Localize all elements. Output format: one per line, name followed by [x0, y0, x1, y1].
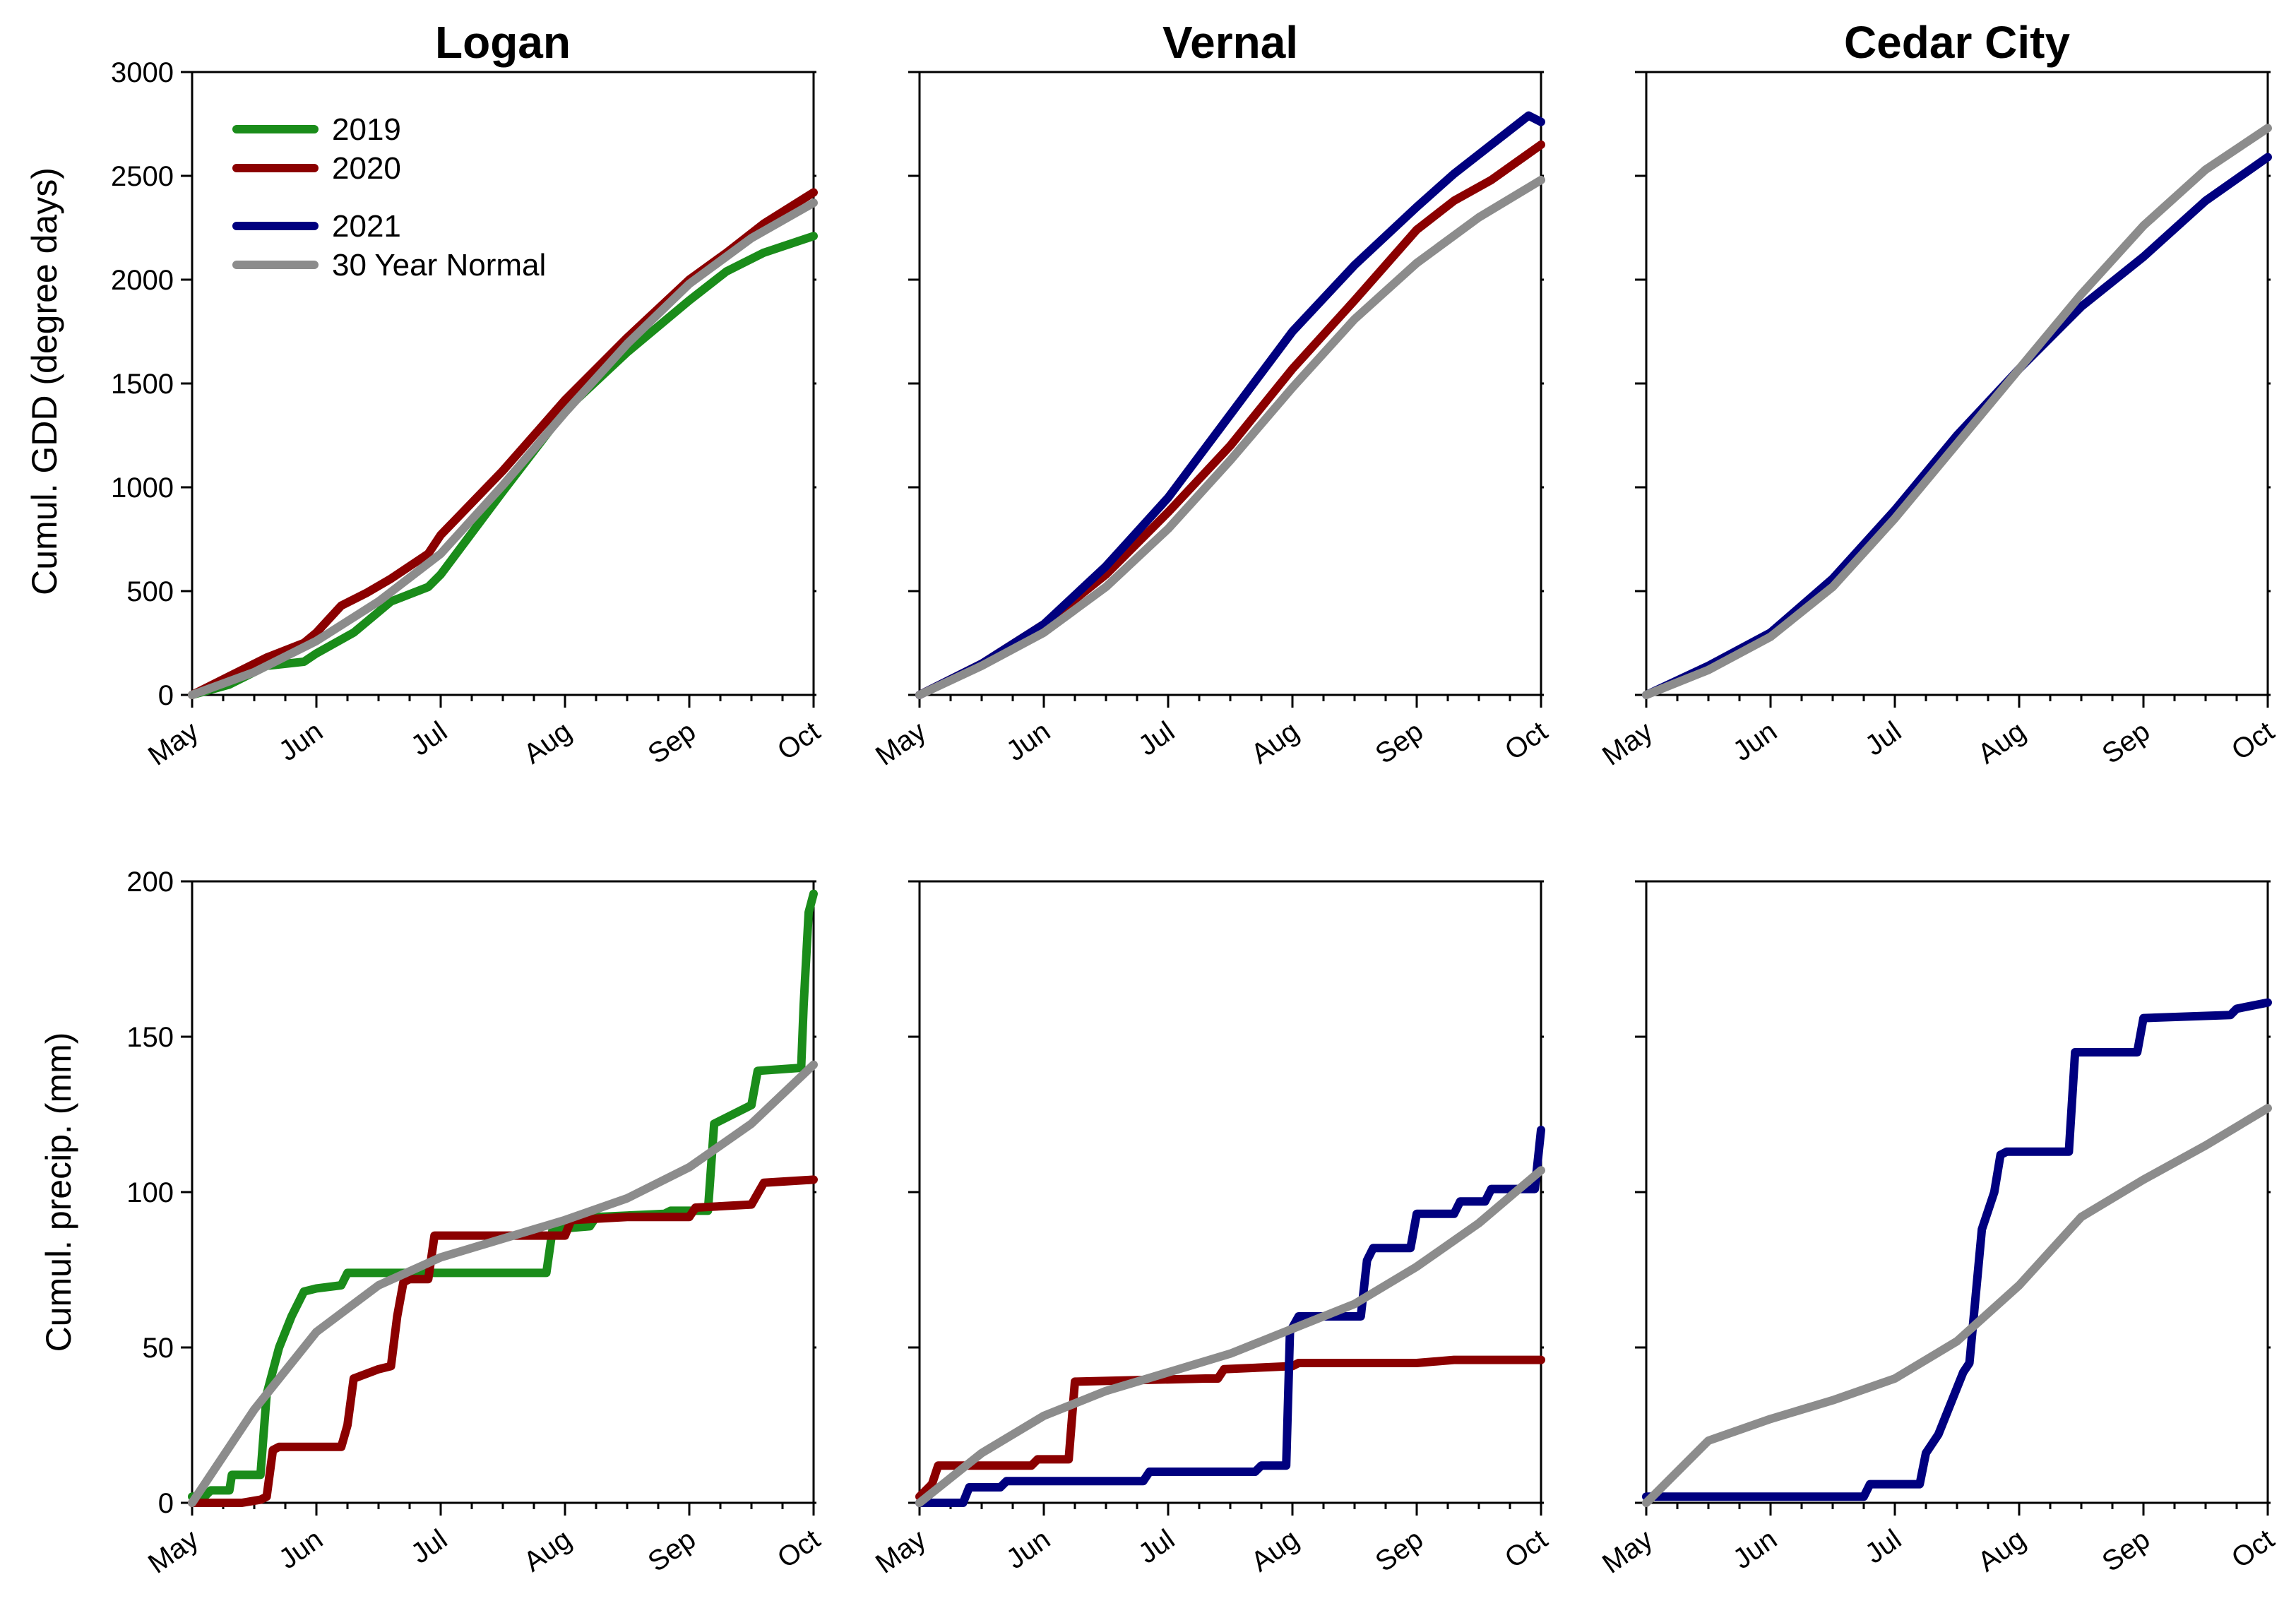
series-line-30-year-normal [915, 1166, 1545, 1507]
y-tick-label: 2500 [111, 161, 174, 192]
x-tick-label: Jul [405, 1523, 453, 1569]
plot-frame [191, 880, 815, 1504]
y-tick-label: 0 [158, 680, 174, 711]
x-tick-label: Oct [772, 1523, 826, 1574]
x-tick-label: Oct [2226, 1523, 2280, 1574]
y-axis-label-gdd: Cumul. GDD (degree days) [25, 167, 64, 595]
x-tick-label: May [870, 1523, 932, 1579]
x-tick-label: Aug [518, 1523, 578, 1578]
panel-vernal-gdd: May Jun Jul Aug Sep Oct [870, 71, 1553, 772]
x-tick-label: May [1597, 1523, 1658, 1579]
series-line-2021 [1642, 998, 2272, 1501]
x-tick-label: Jul [1133, 1523, 1180, 1569]
legend-label-30-year-normal: 30 Year Normal [332, 248, 546, 282]
y-tick-label: 100 [126, 1177, 174, 1208]
x-tick-label: Jul [1133, 715, 1180, 761]
x-tick-label: Sep [643, 1523, 702, 1578]
legend: 2019 2020 2021 30 Year Normal [232, 112, 546, 282]
x-tick-label: Sep [2097, 1523, 2156, 1578]
y-tick-label: 1500 [111, 369, 174, 400]
series-line-2021 [1642, 153, 2272, 699]
x-tick-label: Aug [1973, 1523, 2032, 1578]
x-tick-label: Oct [1499, 715, 1553, 766]
x-tick-label: Aug [1973, 715, 2032, 770]
x-tick-label: May [143, 715, 204, 771]
x-tick-label: Oct [1499, 1523, 1553, 1574]
series-line-2020 [915, 1355, 1545, 1501]
panel-cedar-city-precip: May Jun Jul Aug Sep Oct [1597, 880, 2280, 1580]
x-tick-label: Jul [1860, 715, 1907, 761]
panel-logan-gdd: 0 500 1000 1500 2000 2500 3000 May Jun Jul Aug Sep O… [111, 57, 826, 772]
series-line-30-year-normal [1642, 124, 2272, 699]
x-tick-label: May [143, 1523, 204, 1579]
x-tick-label: Sep [643, 715, 702, 770]
plot-frame [918, 880, 1542, 1504]
series-line-30-year-normal [915, 175, 1545, 699]
y-tick-label: 2000 [111, 265, 174, 296]
series-line-2021 [915, 1126, 1545, 1507]
y-tick-label: 50 [143, 1333, 174, 1364]
x-tick-label: Sep [1370, 1523, 1429, 1578]
x-tick-label: May [1597, 715, 1658, 771]
plot-frame [1645, 71, 2269, 696]
x-tick-label: Jun [1001, 1523, 1056, 1575]
x-tick-label: Aug [518, 715, 578, 770]
legend-label-2021: 2021 [332, 209, 401, 244]
x-tick-label: Jul [405, 715, 453, 761]
legend-label-2020: 2020 [332, 151, 401, 186]
x-tick-label: Jun [273, 715, 328, 767]
plot-frame [1645, 880, 2269, 1504]
series-line-2019 [188, 889, 818, 1501]
series-line-30-year-normal [188, 198, 818, 699]
x-tick-label: Oct [2226, 715, 2280, 766]
x-tick-label: Jul [1860, 1523, 1907, 1569]
x-tick-label: Sep [1370, 715, 1429, 770]
y-tick-label: 3000 [111, 57, 174, 88]
series-line-2020 [188, 1175, 818, 1507]
series-line-2019 [188, 232, 818, 699]
x-tick-label: Jun [1001, 715, 1056, 767]
legend-label-2019: 2019 [332, 112, 401, 147]
x-tick-label: Jun [273, 1523, 328, 1575]
y-tick-label: 500 [126, 576, 174, 607]
plot-frame [918, 71, 1542, 696]
panel-title-vernal: Vernal [1162, 17, 1298, 68]
x-tick-label: Oct [772, 715, 826, 766]
y-axis-label-precip: Cumul. precip. (mm) [39, 1032, 78, 1352]
series-line-30-year-normal [188, 1060, 818, 1507]
panel-vernal-precip: May Jun Jul Aug Sep Oct [870, 880, 1553, 1580]
y-tick-label: 200 [126, 867, 174, 898]
y-tick-label: 0 [158, 1488, 174, 1519]
panel-title-cedar-city: Cedar City [1844, 17, 2071, 68]
panel-logan-precip: 0 50 100 150 200 May Jun Jul Aug Sep Oct [126, 867, 826, 1580]
panel-title-logan: Logan [435, 17, 571, 68]
panel-cedar-city-gdd: May Jun Jul Aug Sep Oct [1597, 71, 2280, 772]
x-tick-label: Sep [2097, 715, 2156, 770]
y-tick-label: 1000 [111, 472, 174, 504]
x-tick-label: Jun [1727, 1523, 1783, 1575]
x-tick-label: Jun [1727, 715, 1783, 767]
series-line-30-year-normal [1642, 1104, 2272, 1507]
x-tick-label: May [870, 715, 932, 771]
y-tick-label: 150 [126, 1022, 174, 1053]
x-tick-label: Aug [1246, 1523, 1305, 1578]
x-tick-label: Aug [1246, 715, 1305, 770]
series-line-2021 [915, 111, 1545, 699]
